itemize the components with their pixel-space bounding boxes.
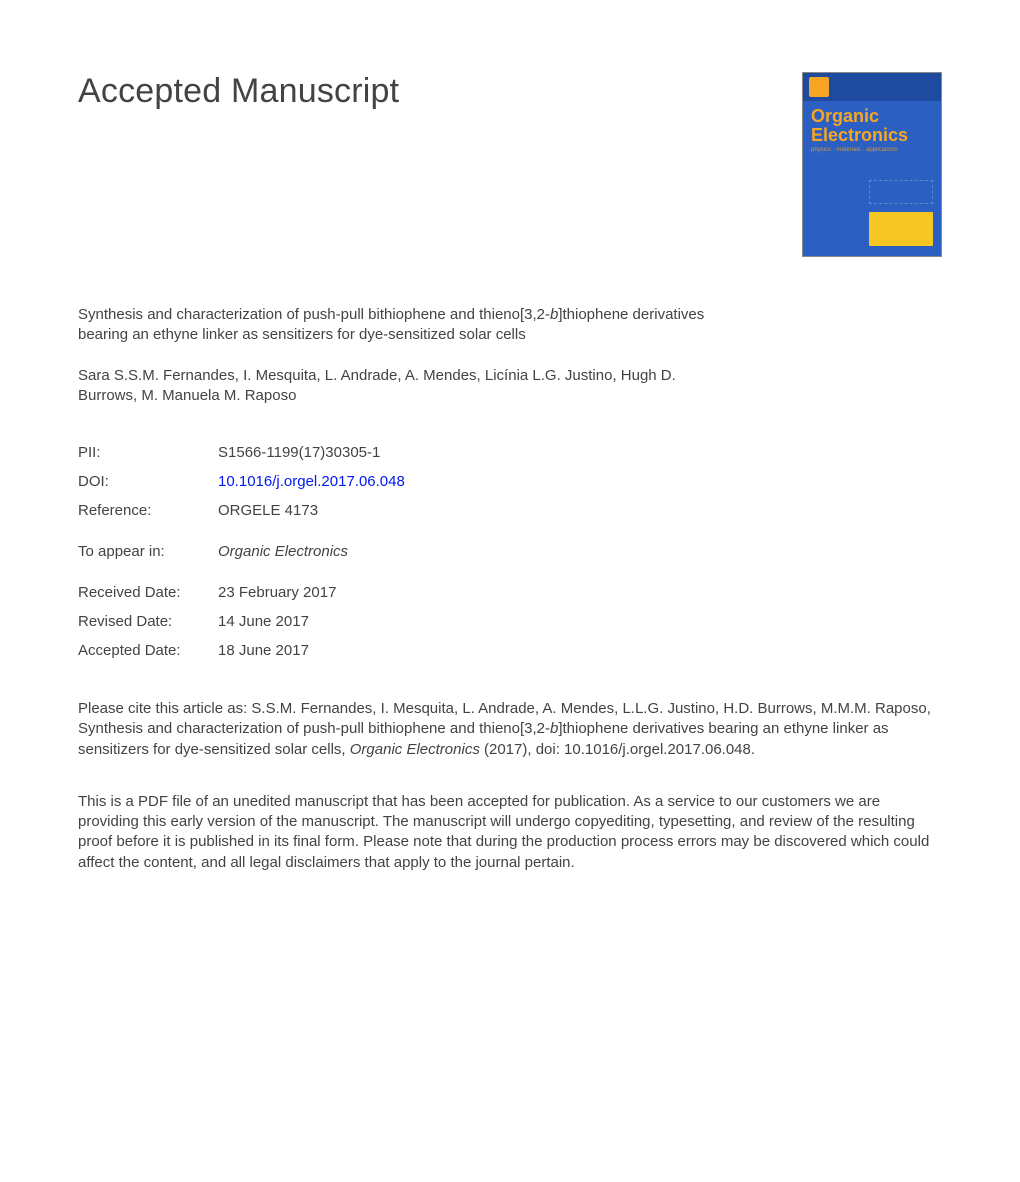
meta-label: Received Date: [78, 584, 218, 601]
meta-row-accepted: Accepted Date: 18 June 2017 [78, 642, 942, 659]
doi-link[interactable]: 10.1016/j.orgel.2017.06.048 [218, 473, 405, 490]
meta-row-reference: Reference: ORGELE 4173 [78, 502, 942, 519]
meta-value: 18 June 2017 [218, 642, 309, 659]
meta-value: ORGELE 4173 [218, 502, 318, 519]
journal-subtitle: physics · materials · applications [803, 147, 941, 159]
title-part: Synthesis and characterization of push-p… [78, 306, 550, 323]
metadata-table: PII: S1566-1199(17)30305-1 DOI: 10.1016/… [78, 444, 942, 659]
citation-text: (2017), doi: 10.1016/j.orgel.2017.06.048… [480, 741, 755, 758]
meta-label: Revised Date: [78, 613, 218, 630]
author-list: Sara S.S.M. Fernandes, I. Mesquita, L. A… [78, 366, 738, 407]
meta-value: 23 February 2017 [218, 584, 336, 601]
meta-label: Reference: [78, 502, 218, 519]
meta-label: To appear in: [78, 543, 218, 560]
article-title: Synthesis and characterization of push-p… [78, 305, 738, 346]
publisher-logo-icon [809, 77, 829, 97]
journal-name-line1: Organic [811, 106, 879, 126]
meta-value: 14 June 2017 [218, 613, 309, 630]
meta-row-pii: PII: S1566-1199(17)30305-1 [78, 444, 942, 461]
cover-top-bar [803, 73, 941, 101]
meta-row-revised: Revised Date: 14 June 2017 [78, 613, 942, 630]
cover-art-icon [869, 212, 933, 246]
meta-label: PII: [78, 444, 218, 461]
meta-label: DOI: [78, 473, 218, 490]
journal-name-line2: Electronics [811, 125, 908, 145]
citation-journal: Organic Electronics [350, 741, 480, 758]
meta-value-journal: Organic Electronics [218, 543, 348, 560]
page-heading: Accepted Manuscript [78, 72, 399, 111]
meta-row-doi: DOI: 10.1016/j.orgel.2017.06.048 [78, 473, 942, 490]
meta-row-appear: To appear in: Organic Electronics [78, 543, 942, 560]
cover-art-icon [869, 180, 933, 204]
meta-row-received: Received Date: 23 February 2017 [78, 584, 942, 601]
journal-name: Organic Electronics [803, 101, 941, 147]
meta-value: S1566-1199(17)30305-1 [218, 444, 380, 461]
citation-block: Please cite this article as: S.S.M. Fern… [78, 699, 942, 760]
meta-label: Accepted Date: [78, 642, 218, 659]
disclaimer-text: This is a PDF file of an unedited manusc… [78, 792, 942, 873]
journal-cover: Organic Electronics physics · materials … [802, 72, 942, 257]
header-row: Accepted Manuscript Organic Electronics … [78, 72, 942, 257]
